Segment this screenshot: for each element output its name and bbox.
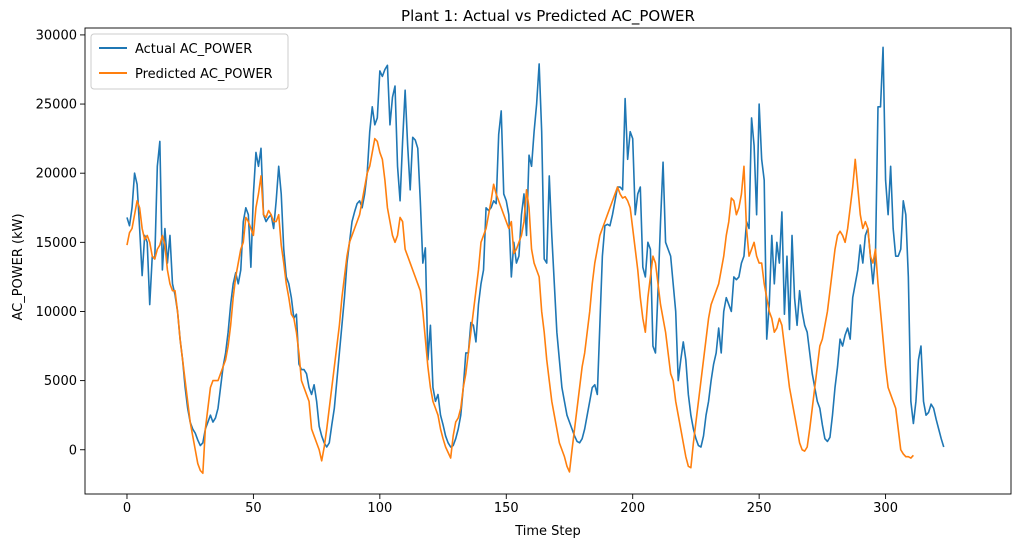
- y-tick-label: 15000: [36, 236, 77, 251]
- x-tick-label: 300: [873, 501, 898, 516]
- legend-label-predicted: Predicted AC_POWER: [135, 67, 273, 82]
- x-tick-label: 50: [245, 501, 262, 516]
- x-tick-label: 250: [747, 501, 772, 516]
- series-line-actual: [126, 46, 945, 448]
- series-layer: [126, 46, 945, 475]
- x-axis-label: Time Step: [514, 524, 581, 539]
- legend-label-actual: Actual AC_POWER: [135, 42, 252, 57]
- x-tick-label: 200: [620, 501, 645, 516]
- legend-box: [90, 33, 289, 90]
- y-tick-label: 20000: [36, 167, 77, 182]
- y-tick-label: 25000: [36, 98, 77, 113]
- x-tick-label: 100: [367, 501, 392, 516]
- tick-layer: 0 50 100 150 200 250 300 0 5000 10000 15000 20000 25…: [36, 28, 898, 516]
- x-tick-label: 150: [494, 501, 519, 516]
- plot-area-frame: [84, 27, 1012, 495]
- x-tick-label: 0: [123, 501, 131, 516]
- y-tick-label: 5000: [44, 374, 77, 389]
- y-tick-label: 0: [69, 443, 77, 458]
- y-axis-label: AC_POWER (kW): [11, 213, 26, 320]
- y-tick-label: 30000: [36, 28, 77, 43]
- chart-title: Plant 1: Actual vs Predicted AC_POWER: [401, 7, 695, 26]
- series-line-predicted: [126, 137, 914, 475]
- y-tick-label: 10000: [36, 305, 77, 320]
- legend: Actual AC_POWER Predicted AC_POWER: [90, 33, 289, 90]
